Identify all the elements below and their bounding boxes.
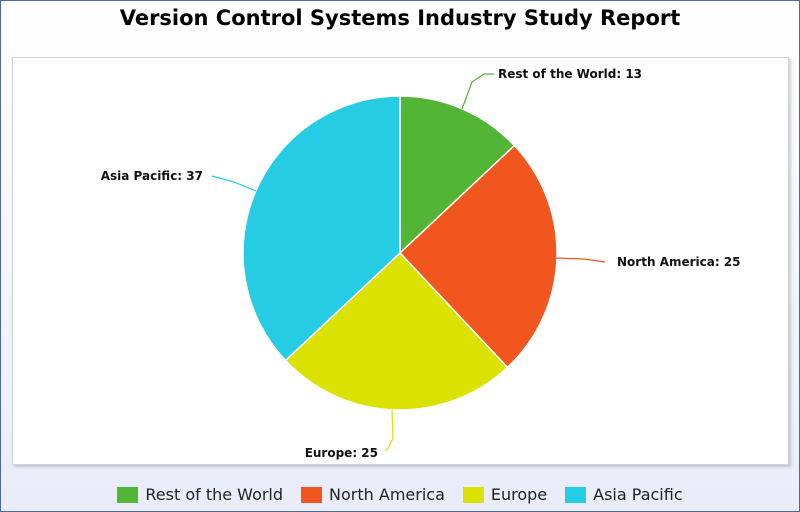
legend-item-asia-pacific[interactable]: Asia Pacific — [565, 485, 683, 504]
legend-swatch — [117, 486, 139, 503]
pie-slice-europe[interactable] — [284, 252, 509, 411]
legend-label: Asia Pacific — [593, 485, 683, 504]
legend: Rest of the World North America Europe A… — [0, 485, 800, 504]
label-connector — [555, 257, 606, 263]
chart-title: Version Control Systems Industry Study R… — [119, 6, 681, 30]
legend-item-europe[interactable]: Europe — [462, 485, 548, 504]
data-label: Europe: 25 — [305, 446, 378, 460]
legend-swatch — [565, 486, 587, 503]
legend-item-north-america[interactable]: North America — [301, 485, 445, 504]
data-label: North America: 25 — [617, 255, 741, 269]
label-connector — [384, 409, 394, 452]
data-label: Asia Pacific: 37 — [101, 169, 203, 183]
label-connector — [211, 175, 257, 192]
legend-swatch — [301, 486, 323, 503]
legend-item-rest-of-the-world[interactable]: Rest of the World — [117, 485, 283, 504]
legend-label: North America — [329, 485, 445, 504]
label-connector — [461, 73, 494, 110]
legend-label: Rest of the World — [145, 485, 284, 504]
data-label: Rest of the World: 13 — [498, 67, 642, 81]
legend-swatch — [462, 486, 484, 503]
legend-label: Europe — [490, 485, 548, 504]
